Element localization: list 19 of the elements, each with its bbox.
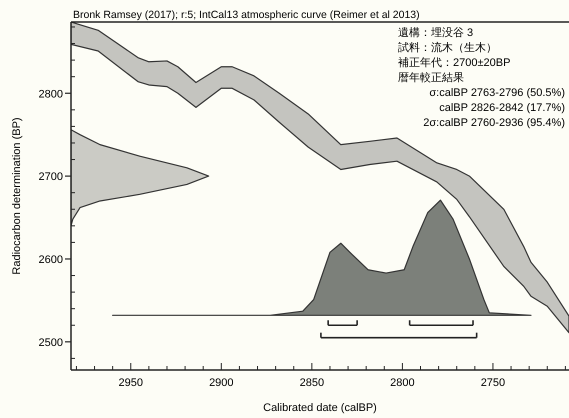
x-axis-title: Calibrated date (calBP) (263, 402, 377, 414)
chart-title: Bronk Ramsey (2017); r:5; IntCal13 atmospheric curve (Reimer et al 2013) (73, 9, 420, 21)
y-tick-label: 2700 (38, 171, 63, 184)
x-tick-label: 2950 (118, 377, 143, 389)
x-tick-label: 2900 (209, 377, 234, 389)
x-tick-label: 2850 (300, 377, 324, 389)
y-tick-label: 2600 (38, 254, 63, 266)
y-axis-title: Radiocarbon determination (BP) (11, 117, 23, 275)
annotation: 2σ:calBP 2760-2936 (95.4%) (423, 117, 565, 129)
y-tick-label: 2800 (38, 88, 63, 100)
annotation: 遺構：埋没谷 3 (398, 26, 474, 39)
annotation: 暦年較正結果 (398, 72, 464, 84)
annotation: calBP 2826-2842 (17.7%) (439, 102, 565, 114)
y-tick-label: 2500 (38, 336, 63, 349)
x-tick-label: 2750 (480, 377, 506, 389)
annotation: σ:calBP 2763-2796 (50.5%) (429, 87, 565, 99)
x-tick-label: 2800 (390, 377, 415, 389)
annotation: 補正年代：2700±20BP (398, 56, 510, 69)
annotation: 試料：流木（生木） (398, 41, 497, 54)
